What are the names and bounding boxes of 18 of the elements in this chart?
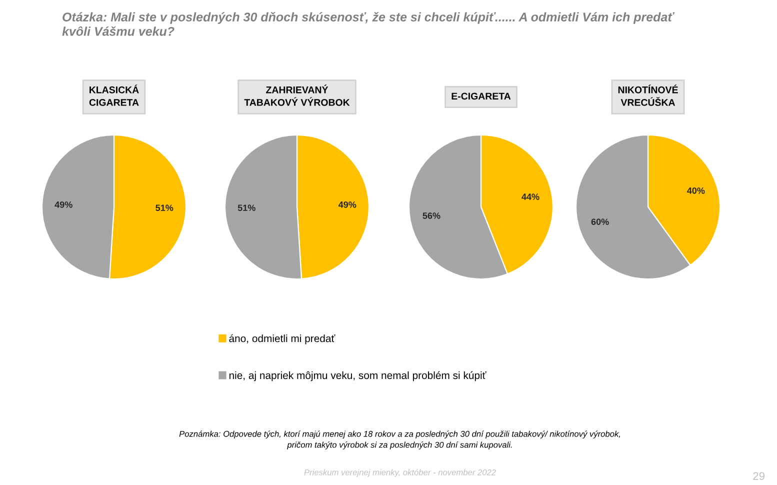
- data-label: 51%: [156, 204, 174, 212]
- data-label: 49%: [338, 201, 356, 208]
- data-label: 40%: [687, 187, 705, 194]
- data-label: 56%: [422, 212, 440, 219]
- text: 29: [753, 472, 764, 480]
- chart-title: E-CIGARETA: [452, 92, 511, 100]
- data-label: 44%: [522, 194, 540, 200]
- data-label: 49%: [54, 201, 72, 208]
- text: Otázka: Mali ste v posledných 30 dňoch skúsenosť, že ste si chceli kúpiť...... A odmietli Vám ich predať kvôli Vášmu veku?: [62, 12, 675, 36]
- data-label: 51%: [238, 204, 256, 212]
- legend-label: nie, aj napriek môjmu veku, som nemal problém si kúpiť: [229, 371, 486, 382]
- chart-title: NIKOTÍNOVÉ VRECÚŠKA: [618, 84, 678, 106]
- text: Poznámka: Odpovede tých, ktorí majú menej ako 18 rokov a za posledných 30 dní použili tabakový/ nikotínový výrobok, pričom takýto výrobok si za posledných 30 dní sami kupovali.: [179, 430, 620, 450]
- data-label: 60%: [591, 218, 609, 225]
- chart-title: KLASICKÁ CIGARETA: [89, 84, 139, 106]
- text: Prieskum verejnej mienky, október - november 2022: [304, 469, 496, 477]
- legend-label: áno, odmietli mi predať: [229, 334, 336, 344]
- chart-title: ZAHRIEVANÝ TABAKOVÝ VÝROBOK: [244, 84, 350, 106]
